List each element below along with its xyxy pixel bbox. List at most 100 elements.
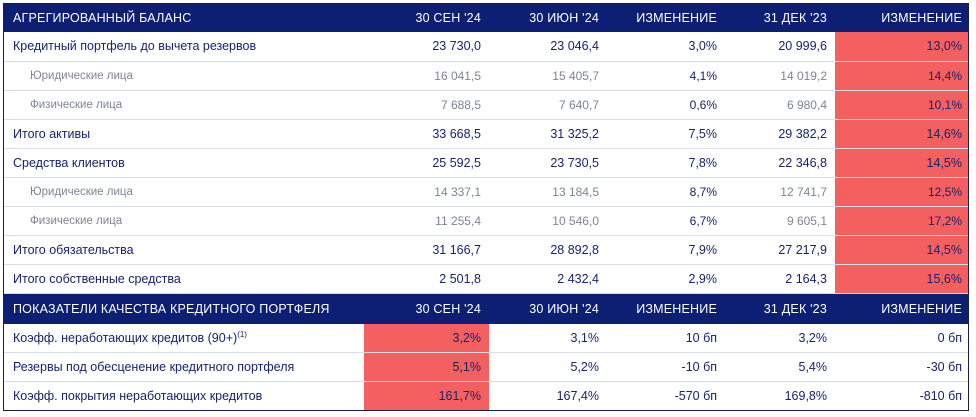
- header-col-change-q: ИЗМЕНЕНИЕ: [607, 4, 725, 32]
- cell-31dec23: 6 980,4: [725, 90, 835, 120]
- table-row: Кредитный портфель до вычета резервов 23…: [4, 32, 968, 62]
- cell-change-q: 2,9%: [607, 264, 725, 294]
- cell-30jun24: 15 405,7: [489, 61, 607, 91]
- row-label: Физические лица: [4, 206, 364, 236]
- cell-31dec23: 169,8%: [725, 381, 835, 410]
- cell-change-y-highlighted: 15,6%: [835, 264, 968, 294]
- cell-change-y-highlighted: 12,5%: [835, 177, 968, 207]
- table-row: Коэфф. неработающих кредитов (90+)(1) 3,…: [4, 323, 968, 353]
- table-row: Итого собственные средства 2 501,8 2 432…: [4, 264, 968, 294]
- cell-30sep24-highlighted: 5,1%: [364, 352, 489, 382]
- row-label: Итого собственные средства: [4, 264, 364, 294]
- cell-change-q: 7,9%: [607, 235, 725, 265]
- quality-header-row: ПОКАЗАТЕЛИ КАЧЕСТВА КРЕДИТНОГО ПОРТФЕЛЯ …: [4, 293, 968, 324]
- header-col-30sep24: 30 СЕН '24: [364, 4, 489, 32]
- cell-change-q: -570 бп: [607, 381, 725, 410]
- balance-header-title: АГРЕГИРОВАННЫЙ БАЛАНС: [4, 4, 364, 32]
- cell-30jun24: 5,2%: [489, 352, 607, 382]
- cell-30sep24: 2 501,8: [364, 264, 489, 294]
- cell-30sep24: 14 337,1: [364, 177, 489, 207]
- cell-31dec23: 29 382,2: [725, 119, 835, 149]
- table-row: Физические лица 11 255,4 10 546,0 6,7% 9…: [4, 206, 968, 236]
- table-row: Юридические лица 14 337,1 13 184,5 8,7% …: [4, 177, 968, 207]
- cell-30jun24: 28 892,8: [489, 235, 607, 265]
- cell-30jun24: 23 046,4: [489, 32, 607, 62]
- cell-30sep24: 16 041,5: [364, 61, 489, 91]
- row-label: Коэфф. покрытия неработающих кредитов: [4, 381, 364, 410]
- header-col-30jun24: 30 ИЮН '24: [489, 4, 607, 32]
- cell-30jun24: 31 325,2: [489, 119, 607, 149]
- table-row: Юридические лица 16 041,5 15 405,7 4,1% …: [4, 61, 968, 91]
- table-row: Средства клиентов 25 592,5 23 730,5 7,8%…: [4, 148, 968, 178]
- table-row: Физические лица 7 688,5 7 640,7 0,6% 6 9…: [4, 90, 968, 120]
- cell-31dec23: 27 217,9: [725, 235, 835, 265]
- cell-31dec23: 22 346,8: [725, 148, 835, 178]
- cell-change-y-highlighted: 14,4%: [835, 61, 968, 91]
- header-col-30sep24: 30 СЕН '24: [364, 293, 489, 324]
- cell-change-y-highlighted: 13,0%: [835, 32, 968, 62]
- cell-30sep24: 11 255,4: [364, 206, 489, 236]
- cell-30sep24: 7 688,5: [364, 90, 489, 120]
- cell-30jun24: 3,1%: [489, 323, 607, 353]
- cell-30jun24: 2 432,4: [489, 264, 607, 294]
- cell-change-q: 7,5%: [607, 119, 725, 149]
- cell-change-y-highlighted: 17,2%: [835, 206, 968, 236]
- table-row: Итого обязательства 31 166,7 28 892,8 7,…: [4, 235, 968, 265]
- cell-30sep24: 23 730,0: [364, 32, 489, 62]
- cell-change-q: 7,8%: [607, 148, 725, 178]
- footnote-marker: (1): [237, 330, 247, 340]
- header-col-change-y: ИЗМЕНЕНИЕ: [835, 293, 968, 324]
- cell-change-q: 3,0%: [607, 32, 725, 62]
- cell-31dec23: 5,4%: [725, 352, 835, 382]
- cell-31dec23: 14 019,2: [725, 61, 835, 91]
- header-col-30jun24: 30 ИЮН '24: [489, 293, 607, 324]
- cell-31dec23: 2 164,3: [725, 264, 835, 294]
- cell-30sep24: 33 668,5: [364, 119, 489, 149]
- table-row: Итого активы 33 668,5 31 325,2 7,5% 29 3…: [4, 119, 968, 149]
- row-label: Коэфф. неработающих кредитов (90+)(1): [4, 323, 364, 353]
- row-label: Итого обязательства: [4, 235, 364, 265]
- cell-30jun24: 13 184,5: [489, 177, 607, 207]
- cell-30sep24: 31 166,7: [364, 235, 489, 265]
- row-label: Кредитный портфель до вычета резервов: [4, 32, 364, 62]
- header-col-31dec23: 31 ДЕК '23: [725, 293, 835, 324]
- row-label: Юридические лица: [4, 177, 364, 207]
- cell-31dec23: 12 741,7: [725, 177, 835, 207]
- cell-31dec23: 9 605,1: [725, 206, 835, 236]
- row-label: Средства клиентов: [4, 148, 364, 178]
- balance-header-row: АГРЕГИРОВАННЫЙ БАЛАНС 30 СЕН '24 30 ИЮН …: [4, 4, 968, 32]
- quality-header-title: ПОКАЗАТЕЛИ КАЧЕСТВА КРЕДИТНОГО ПОРТФЕЛЯ: [4, 293, 364, 324]
- cell-31dec23: 20 999,6: [725, 32, 835, 62]
- row-label-text: Коэфф. неработающих кредитов (90+): [13, 331, 238, 346]
- row-label: Резервы под обесценение кредитного портф…: [4, 352, 364, 382]
- financial-table-frame: АГРЕГИРОВАННЫЙ БАЛАНС 30 СЕН '24 30 ИЮН …: [3, 3, 969, 411]
- header-col-change-y: ИЗМЕНЕНИЕ: [835, 4, 968, 32]
- cell-30sep24-highlighted: 3,2%: [364, 323, 489, 353]
- cell-change-q: 6,7%: [607, 206, 725, 236]
- row-label: Физические лица: [4, 90, 364, 120]
- cell-30sep24: 25 592,5: [364, 148, 489, 178]
- cell-change-q: 10 бп: [607, 323, 725, 353]
- balance-table: АГРЕГИРОВАННЫЙ БАЛАНС 30 СЕН '24 30 ИЮН …: [4, 4, 968, 410]
- cell-30jun24: 23 730,5: [489, 148, 607, 178]
- row-label: Юридические лица: [4, 61, 364, 91]
- cell-30jun24: 167,4%: [489, 381, 607, 410]
- cell-change-q: -10 бп: [607, 352, 725, 382]
- cell-change-y: -30 бп: [835, 352, 968, 382]
- cell-change-y-highlighted: 10,1%: [835, 90, 968, 120]
- cell-change-q: 8,7%: [607, 177, 725, 207]
- cell-change-q: 4,1%: [607, 61, 725, 91]
- cell-30jun24: 7 640,7: [489, 90, 607, 120]
- header-col-change-q: ИЗМЕНЕНИЕ: [607, 293, 725, 324]
- cell-31dec23: 3,2%: [725, 323, 835, 353]
- cell-30sep24-highlighted: 161,7%: [364, 381, 489, 410]
- cell-change-q: 0,6%: [607, 90, 725, 120]
- table-row: Коэфф. покрытия неработающих кредитов 16…: [4, 381, 968, 410]
- cell-change-y-highlighted: 14,5%: [835, 148, 968, 178]
- cell-change-y-highlighted: 14,6%: [835, 119, 968, 149]
- header-col-31dec23: 31 ДЕК '23: [725, 4, 835, 32]
- cell-change-y: 0 бп: [835, 323, 968, 353]
- table-row: Резервы под обесценение кредитного портф…: [4, 352, 968, 382]
- cell-change-y-highlighted: 14,5%: [835, 235, 968, 265]
- cell-30jun24: 10 546,0: [489, 206, 607, 236]
